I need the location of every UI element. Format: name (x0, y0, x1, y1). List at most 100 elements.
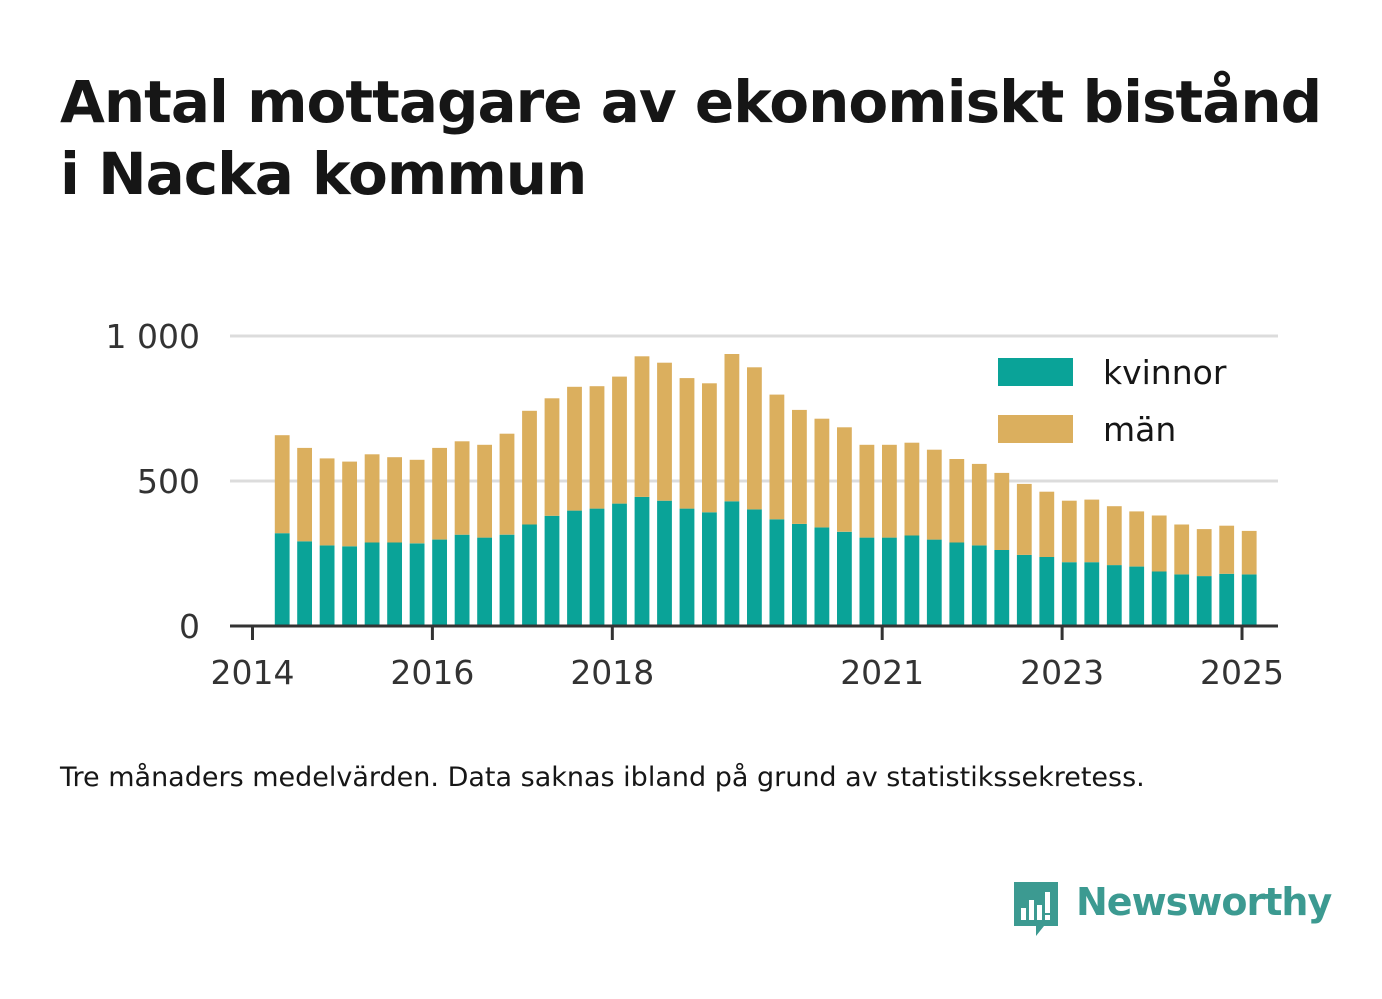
x-tick-label: 2014 (210, 653, 294, 692)
y-tick-label: 1 000 (106, 317, 200, 356)
bar-man (409, 459, 425, 544)
bar-man (499, 433, 515, 535)
bar-man (544, 398, 560, 516)
chart-footnote: Tre månaders medelvärden. Data saknas ib… (60, 762, 1145, 793)
bar-kvinnor (994, 550, 1010, 626)
bar-kvinnor (1016, 554, 1032, 626)
bar-kvinnor (364, 542, 380, 626)
bar-man (567, 386, 582, 511)
bar-kvinnor (274, 533, 290, 626)
bar-kvinnor (567, 510, 582, 626)
bar-man (1241, 530, 1257, 575)
bar-man (837, 427, 852, 532)
y-tick-label: 500 (137, 462, 200, 501)
bar-man (949, 459, 965, 543)
bar-man (454, 441, 470, 535)
bar-man (274, 435, 290, 534)
bar-man (1219, 525, 1235, 574)
bar-kvinnor (1174, 574, 1190, 626)
bar-kvinnor (679, 508, 695, 626)
bar-man (657, 362, 672, 501)
bar-man (1039, 491, 1055, 557)
bar-kvinnor (904, 535, 920, 626)
bar-kvinnor (859, 537, 875, 626)
bar-man (1174, 524, 1190, 575)
bar-man (971, 463, 987, 546)
x-tick-label: 2025 (1200, 653, 1284, 692)
bar-man (432, 447, 447, 540)
bar-man (1016, 483, 1032, 555)
stacked-bar-chart: 0 500 1 000 2014 2016 2018 2021 2023 2025 kvinn… (106, 317, 1284, 692)
legend-label: kvinnor (1103, 353, 1227, 392)
bar-kvinnor (1039, 557, 1055, 626)
bar-man (724, 354, 740, 502)
bar-kvinnor (971, 545, 987, 626)
legend-label: män (1103, 410, 1176, 449)
bar-man (702, 383, 717, 513)
chart-title: Antal mottagare av ekonomiskt bistånd i … (60, 68, 1322, 208)
bar-kvinnor (297, 541, 312, 626)
bar-kvinnor (387, 542, 402, 626)
bar-kvinnor (814, 527, 830, 626)
bar-kvinnor (1151, 571, 1167, 626)
bar-man (1196, 529, 1212, 577)
bar-kvinnor (1196, 576, 1212, 626)
bar-kvinnor (1241, 574, 1257, 626)
bar-man (342, 461, 357, 547)
bar-kvinnor (589, 508, 605, 626)
bar-kvinnor (477, 537, 492, 626)
bar-man (477, 444, 492, 538)
bar-man (1061, 500, 1077, 563)
bar-man (1151, 515, 1167, 572)
bar-man (859, 444, 875, 538)
bar-man (769, 394, 785, 520)
bar-kvinnor (454, 534, 470, 626)
bar-man (904, 442, 920, 536)
bar-kvinnor (792, 523, 807, 626)
x-tick-label: 2018 (570, 653, 654, 692)
x-tick-label: 2016 (390, 653, 474, 692)
bar-man (792, 409, 807, 524)
x-tick-label: 2021 (840, 653, 924, 692)
bar-man (994, 472, 1010, 550)
bar-man (1106, 506, 1122, 566)
bar-kvinnor (949, 542, 965, 626)
y-tick-label: 0 (179, 607, 200, 646)
bar-kvinnor (522, 524, 537, 626)
bar-kvinnor (724, 501, 740, 626)
bar-kvinnor (769, 519, 785, 626)
newsworthy-logo[interactable]: Newsworthy (1010, 876, 1332, 946)
bar-kvinnor (319, 545, 335, 626)
bar-man (1084, 499, 1100, 563)
bar-man (319, 458, 335, 546)
bar-man (387, 457, 402, 543)
bar-kvinnor (1084, 562, 1100, 626)
bar-man (364, 454, 380, 543)
x-axis: 2014 2016 2018 2021 2023 2025 (210, 624, 1284, 692)
bar-kvinnor (657, 500, 672, 626)
bar-kvinnor (499, 534, 515, 626)
bar-man (612, 376, 627, 504)
bar-kvinnor (342, 546, 357, 627)
bar-man (522, 410, 537, 525)
legend: kvinnor män (998, 353, 1227, 449)
bar-man (634, 356, 650, 497)
bar-man (814, 418, 830, 528)
newsworthy-logo-icon (1014, 882, 1058, 936)
bar-man (679, 378, 695, 509)
bar-kvinnor (409, 543, 425, 626)
bar-kvinnor (926, 539, 942, 626)
bar-kvinnor (702, 512, 717, 626)
bar-man (926, 449, 942, 540)
bar-kvinnor (747, 509, 762, 626)
bar-man (297, 447, 312, 542)
bar-kvinnor (882, 537, 897, 626)
bar-kvinnor (612, 503, 627, 626)
bar-man (882, 444, 897, 538)
bar-kvinnor (1129, 566, 1145, 626)
bar-kvinnor (1106, 565, 1122, 626)
bar-kvinnor (1219, 573, 1235, 626)
bars (274, 354, 1257, 627)
bar-man (747, 367, 762, 510)
x-tick-label: 2023 (1020, 653, 1104, 692)
